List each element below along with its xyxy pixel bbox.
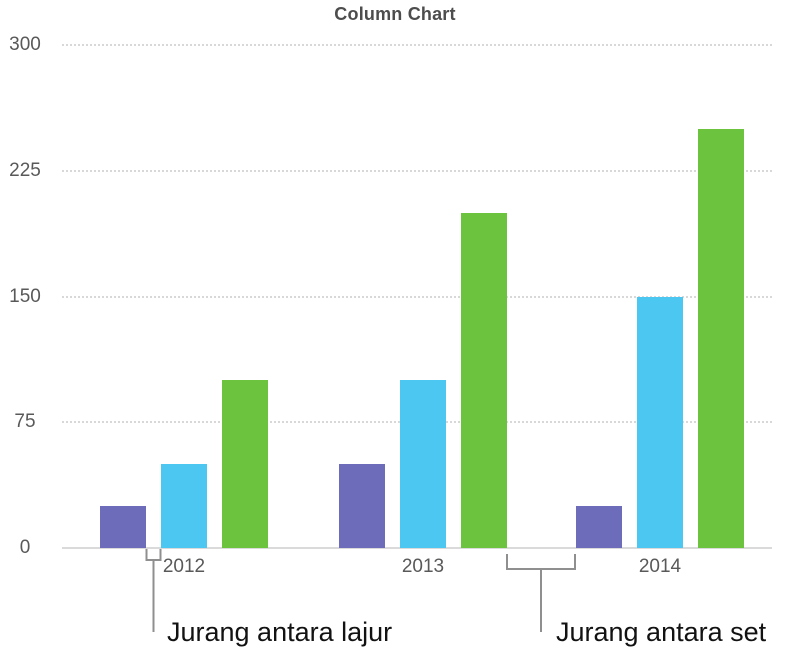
set-gap-bracket [506, 554, 576, 570]
gridline-300 [62, 44, 772, 46]
y-tick-label-0: 0 [19, 537, 31, 558]
y-tick-label-75: 75 [14, 411, 36, 433]
x-axis-line [62, 547, 772, 549]
gridline-150 [62, 295, 772, 298]
x-tick-label-2012: 2012 [162, 556, 206, 577]
y-tick-label-300: 300 [9, 34, 41, 55]
annotation-set-gap: Jurang antara set [556, 617, 767, 647]
bar-2012-series-2 [161, 464, 207, 548]
bar-2012-series-3 [222, 380, 268, 548]
annotation-column-gap: Jurang antara lajur [167, 617, 393, 647]
gridline-225 [62, 169, 772, 172]
x-tick-label-2013: 2013 [401, 556, 445, 577]
bar-2013-series-3 [461, 212, 507, 548]
bar-2013-series-1 [339, 464, 385, 548]
bar-2014-series-1 [576, 506, 622, 548]
bar-2014-series-3 [698, 128, 744, 548]
bar-2014-series-2 [637, 296, 683, 548]
chart-title: Column Chart [334, 4, 456, 24]
bar-2012-series-1 [100, 506, 146, 548]
bar-2013-series-2 [400, 380, 446, 548]
y-tick-label-225: 225 [9, 159, 41, 181]
y-tick-label-150: 150 [9, 285, 41, 307]
x-tick-label-2014: 2014 [638, 556, 682, 577]
